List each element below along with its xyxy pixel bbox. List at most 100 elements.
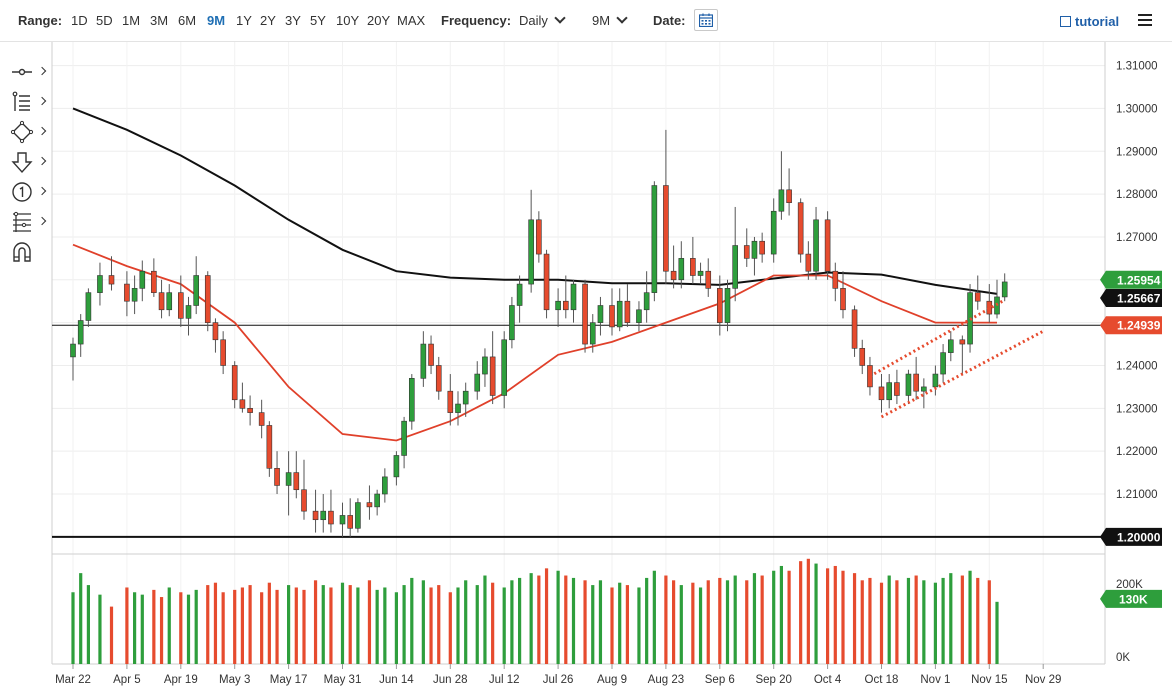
volume-bar (313, 580, 318, 664)
candle-body (462, 390, 469, 405)
candle-body (401, 420, 407, 456)
candle-body (185, 305, 192, 319)
frequency-select[interactable]: Daily (519, 12, 566, 30)
volume-bar (841, 570, 845, 664)
volume-bar (240, 587, 244, 664)
volume-bar (367, 580, 372, 664)
tutorial-link[interactable]: tutorial (1060, 14, 1119, 29)
volume-bar (879, 582, 884, 664)
long-moving-average-line (72, 107, 998, 295)
volume-bar (987, 580, 991, 664)
candle-body (974, 292, 981, 302)
volume-bar (329, 587, 333, 664)
volume-bar (906, 577, 911, 664)
volume-bar (968, 570, 972, 664)
price-tick: 1.30000 (1116, 103, 1158, 115)
period-select[interactable]: 9M (592, 12, 628, 30)
time-tick: Apr 5 (113, 674, 141, 686)
candle-body (474, 373, 481, 392)
candle-body (293, 472, 300, 491)
volume-bar (672, 580, 676, 664)
candle-body (724, 288, 731, 323)
volume-bar (248, 585, 252, 664)
range-3y[interactable]: 3Y (285, 13, 301, 28)
magnet-tool[interactable] (10, 240, 50, 264)
range-3m[interactable]: 3M (150, 13, 169, 28)
volume-bar (826, 568, 830, 664)
channel-lower-line (880, 329, 1044, 419)
volume-bar (213, 582, 218, 664)
number-tool[interactable] (10, 180, 50, 204)
candle-body (859, 348, 866, 366)
candle-body (320, 510, 327, 521)
candle-body (589, 322, 596, 345)
shapes-tool[interactable] (10, 120, 50, 144)
range-max[interactable]: MAX (397, 13, 426, 28)
range-1d[interactable]: 1D (71, 13, 88, 28)
candle-body (77, 320, 84, 345)
volume-bar (133, 592, 137, 664)
volume-bar (941, 577, 945, 664)
fibonacci-icon (13, 211, 31, 232)
candle-body (678, 258, 685, 281)
time-tick: Sep 6 (705, 674, 735, 686)
volume-bar (895, 580, 899, 664)
number-icon (12, 182, 32, 202)
trend-line-icon (12, 91, 30, 111)
candle-body (382, 476, 388, 495)
range-10y[interactable]: 10Y (336, 13, 360, 28)
volume-bar (772, 570, 776, 664)
candle-body (420, 343, 427, 379)
crosshair-tool[interactable] (10, 60, 50, 84)
candle-body (886, 382, 893, 401)
volume-bar (544, 568, 549, 664)
chevron-down-icon (616, 12, 628, 24)
film-icon (1060, 16, 1071, 27)
volume-bar (221, 592, 225, 664)
last-price-label: 1.25954 (1117, 273, 1161, 287)
arrow-tool[interactable] (10, 150, 50, 174)
range-9m[interactable]: 9M (207, 13, 226, 28)
volume-bar (275, 589, 279, 664)
range-1y[interactable]: 1Y (236, 13, 252, 28)
candle-body (374, 493, 380, 508)
candle-body (797, 202, 804, 255)
candle-body (743, 245, 750, 259)
volume-bar (664, 575, 668, 664)
candle-body (670, 270, 677, 281)
range-6m[interactable]: 6M (178, 13, 197, 28)
price-chart[interactable]: 1.310001.300001.290001.280001.270001.260… (0, 42, 1172, 696)
price-tick: 1.22000 (1116, 446, 1158, 458)
volume-bar (510, 580, 514, 664)
range-5y[interactable]: 5Y (310, 13, 326, 28)
ma-long-badge: 1.25667 (1100, 289, 1162, 308)
candle-body (85, 292, 92, 321)
volume-bar (410, 577, 414, 664)
candle-body (643, 292, 650, 311)
range-1m[interactable]: 1M (122, 13, 141, 28)
trend-line-tool[interactable] (10, 90, 50, 114)
volume-bar (725, 580, 730, 664)
candle-body (131, 288, 138, 302)
range-5d[interactable]: 5D (96, 13, 113, 28)
range-2y[interactable]: 2Y (260, 13, 276, 28)
range-20y[interactable]: 20Y (367, 13, 391, 28)
price-tick: 1.23000 (1116, 403, 1158, 415)
volume-bar (860, 580, 864, 664)
last-price-badge: 1.25954 (1100, 270, 1162, 289)
volume-bar (779, 565, 783, 664)
candle-body (139, 270, 146, 289)
volume-bar (556, 570, 560, 664)
candle-body (824, 219, 831, 272)
volume-bar (618, 582, 622, 664)
fibonacci-tool[interactable] (10, 210, 50, 234)
candle-body (204, 275, 211, 323)
candle-body (212, 322, 219, 341)
volume-bar (356, 587, 360, 664)
period-value: 9M (592, 13, 611, 28)
volume-bar (194, 589, 198, 664)
date-picker-button[interactable] (694, 9, 718, 31)
menu-button[interactable] (1138, 14, 1152, 26)
price-tick: 1.24000 (1116, 360, 1158, 372)
volume-bar (887, 575, 891, 664)
